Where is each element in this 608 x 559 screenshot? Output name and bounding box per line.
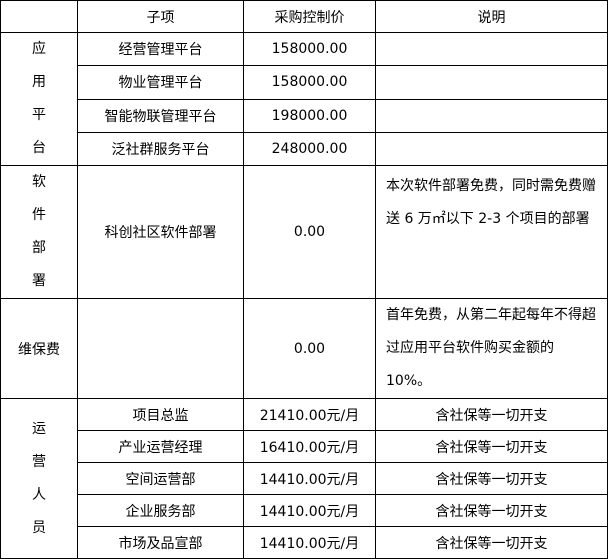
group-label-staff: 运营人员 xyxy=(0,398,78,559)
price-cell: 14410.00元/月 xyxy=(243,462,376,495)
header-blank xyxy=(0,0,78,33)
header-note: 说明 xyxy=(375,0,608,33)
item-cell: 智能物联管理平台 xyxy=(77,98,244,133)
note-cell xyxy=(375,31,608,67)
table-row-maintenance: 维保费 0.00 首年免费，从第二年起每年不得超过应用平台软件购买金额的 10%… xyxy=(0,298,608,399)
price-cell: 248000.00 xyxy=(243,131,376,167)
item-cell: 科创社区软件部署 xyxy=(77,165,244,299)
price-cell: 158000.00 xyxy=(243,31,376,67)
header-item: 子项 xyxy=(77,0,244,33)
note-cell xyxy=(375,131,608,167)
header-price: 采购控制价 xyxy=(243,0,376,33)
note-cell: 含社保等一切开支 xyxy=(375,462,608,495)
table-row: 物业管理平台 158000.00 xyxy=(1,65,608,100)
group-label-maintenance: 维保费 xyxy=(0,298,78,399)
note-cell: 含社保等一切开支 xyxy=(375,430,608,463)
item-cell: 空间运营部 xyxy=(77,462,244,495)
item-cell: 市场及品宣部 xyxy=(77,526,244,559)
table-row: 企业服务部 14410.00元/月 含社保等一切开支 xyxy=(1,494,608,527)
note-cell: 含社保等一切开支 xyxy=(375,494,608,527)
note-cell: 首年免费，从第二年起每年不得超过应用平台软件购买金额的 10%。 xyxy=(375,298,608,399)
item-cell: 物业管理平台 xyxy=(77,65,244,100)
item-cell xyxy=(77,298,244,399)
price-cell: 16410.00元/月 xyxy=(243,430,376,463)
table-row: 智能物联管理平台 198000.00 xyxy=(1,98,608,133)
table-row: 市场及品宣部 14410.00元/月 含社保等一切开支 xyxy=(1,526,608,559)
table-row-deploy: 软件部署 科创社区软件部署 0.00 本次软件部署免费，同时需免费赠送 6 万㎡… xyxy=(0,165,608,299)
header-row: 子项 采购控制价 说明 xyxy=(0,0,608,33)
price-cell: 198000.00 xyxy=(243,98,376,133)
item-cell: 经营管理平台 xyxy=(77,31,244,67)
price-cell: 158000.00 xyxy=(243,65,376,100)
group-label-platform: 应用平台 xyxy=(0,32,78,166)
item-cell: 泛社群服务平台 xyxy=(77,131,244,167)
table-row: 空间运营部 14410.00元/月 含社保等一切开支 xyxy=(1,462,608,495)
price-cell: 21410.00元/月 xyxy=(243,398,376,431)
table-row: 应用平台 经营管理平台 158000.00 xyxy=(0,31,608,166)
price-cell: 0.00 xyxy=(243,298,376,399)
group-label-deploy: 软件部署 xyxy=(0,165,78,299)
note-cell: 含社保等一切开支 xyxy=(375,526,608,559)
note-cell: 含社保等一切开支 xyxy=(375,398,608,431)
note-cell xyxy=(375,98,608,133)
table-row: 运营人员 项目总监 21410.00元/月 含社保等一切开支 xyxy=(0,398,608,559)
note-cell: 本次软件部署免费，同时需免费赠送 6 万㎡以下 2-3 个项目的部署 xyxy=(375,165,608,299)
item-cell: 产业运营经理 xyxy=(77,430,244,463)
price-cell: 0.00 xyxy=(243,165,376,299)
item-cell: 企业服务部 xyxy=(77,494,244,527)
note-cell xyxy=(375,65,608,100)
price-cell: 14410.00元/月 xyxy=(243,526,376,559)
table-row: 泛社群服务平台 248000.00 xyxy=(1,131,608,167)
price-cell: 14410.00元/月 xyxy=(243,494,376,527)
item-cell: 项目总监 xyxy=(77,398,244,431)
table-row: 产业运营经理 16410.00元/月 含社保等一切开支 xyxy=(1,430,608,463)
